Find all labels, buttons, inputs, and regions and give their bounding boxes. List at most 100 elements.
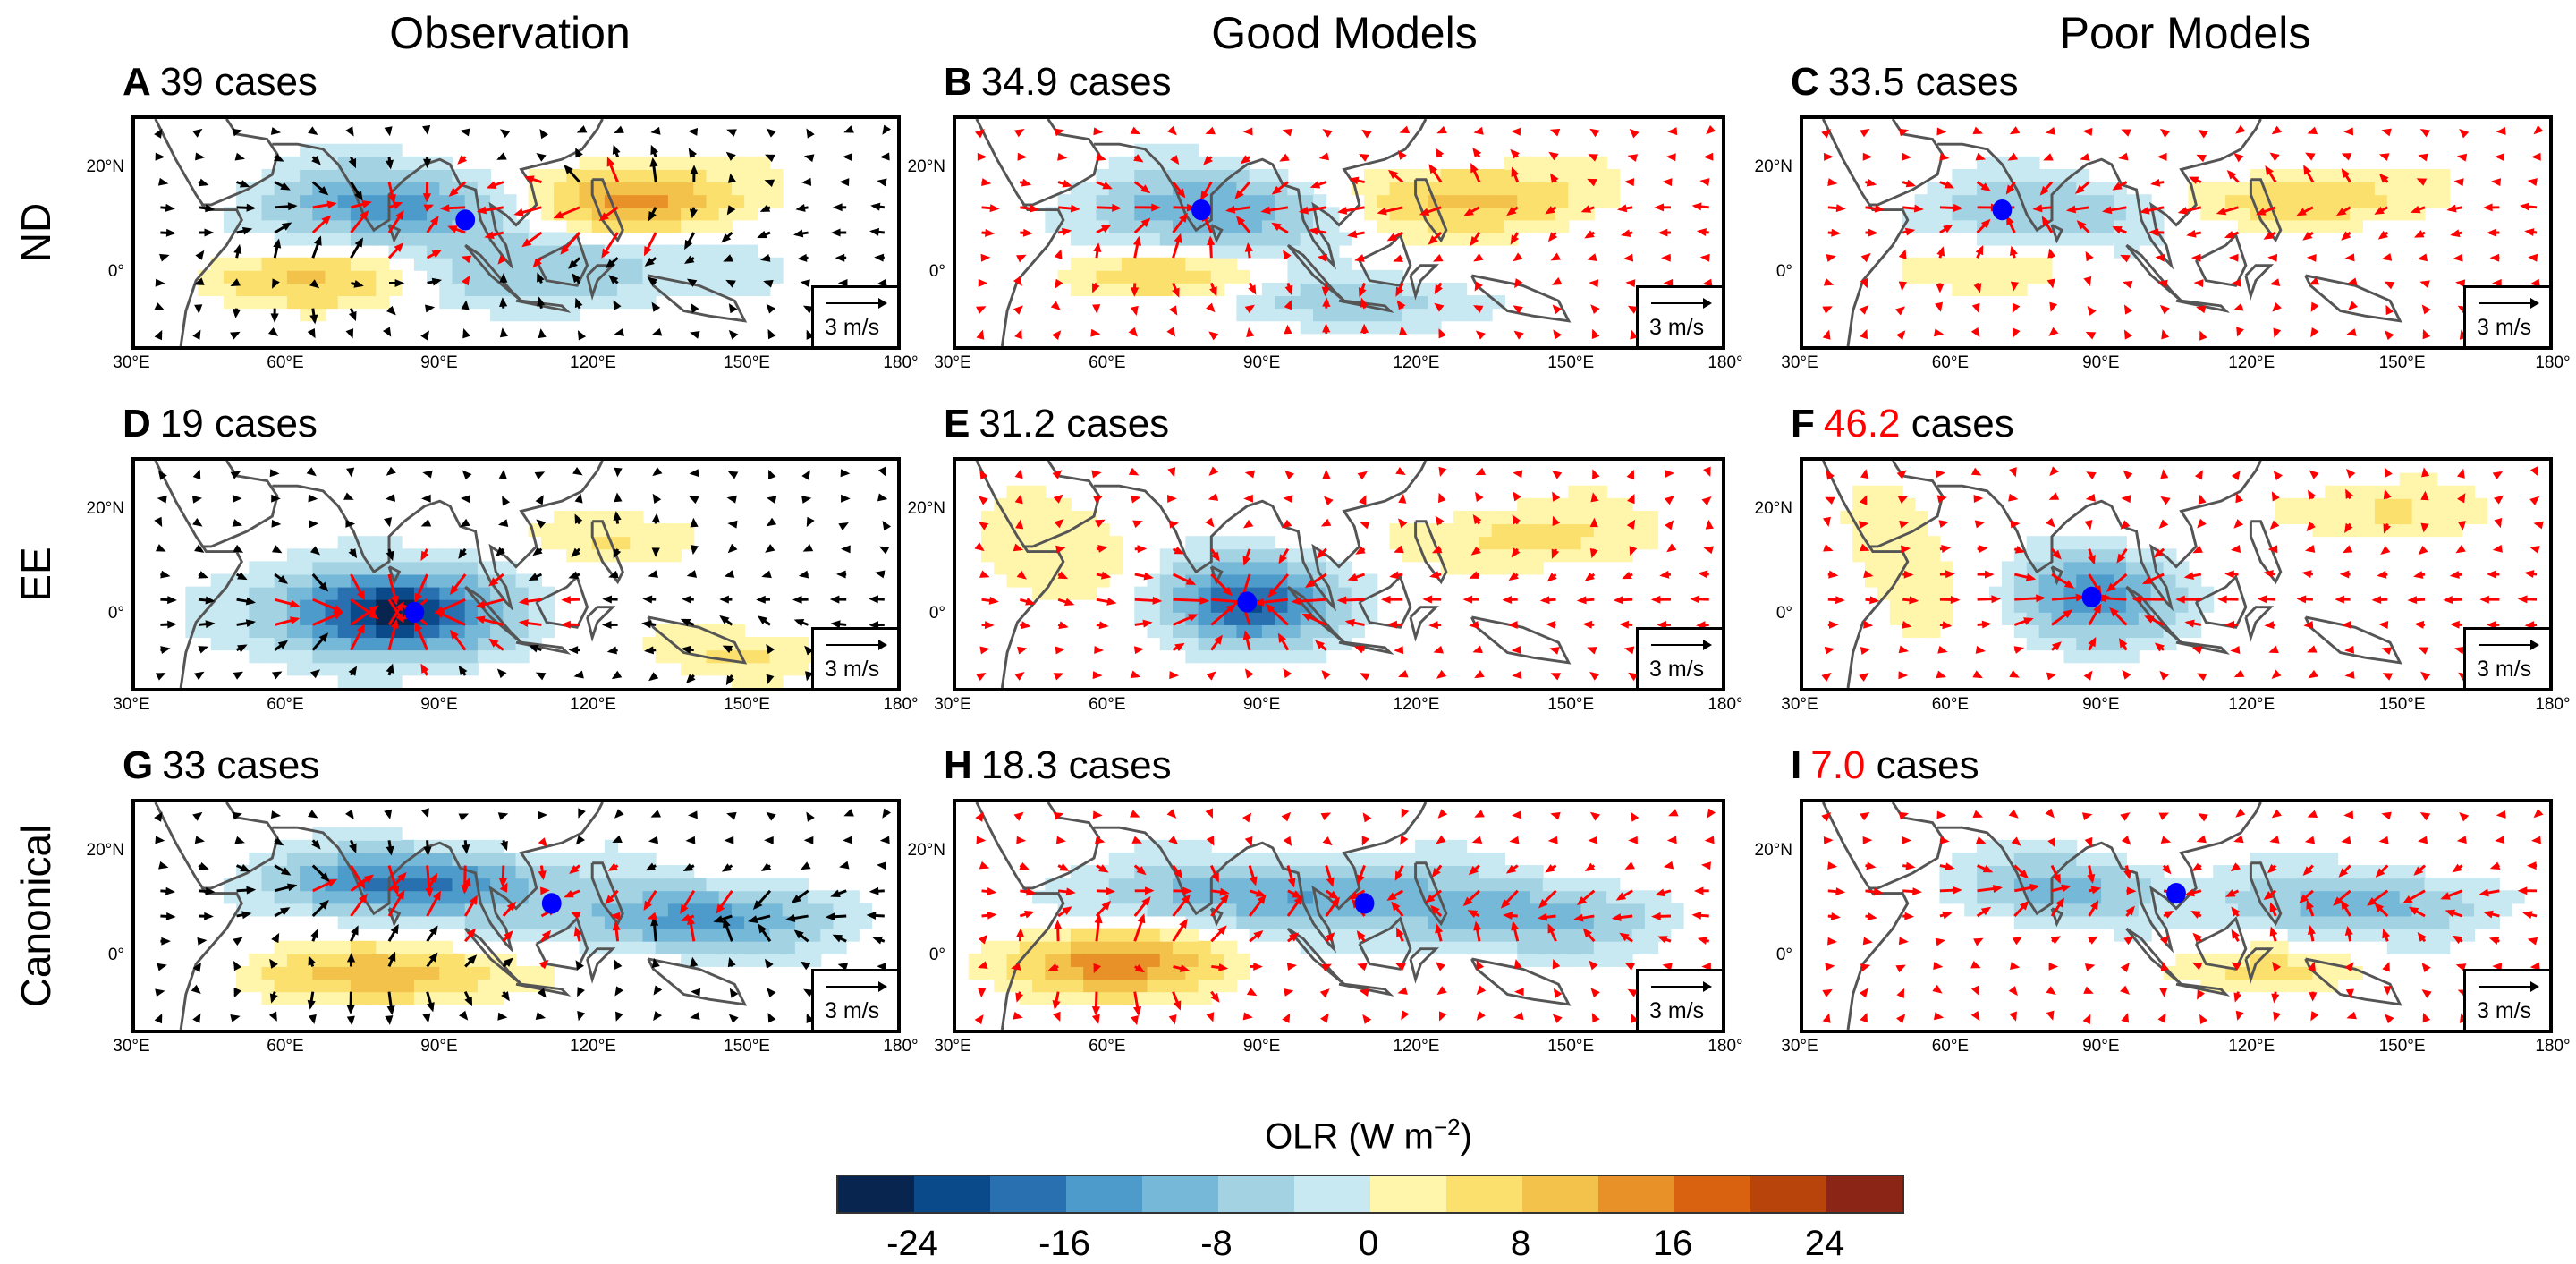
wind-vector [2083,670,2093,681]
lon-tick-label: 150°E [1547,353,1595,372]
wind-vector [791,889,809,903]
olr-cell [325,548,339,563]
olr-cell [2424,168,2438,183]
olr-cell [1555,182,1570,196]
olr-cell [300,890,314,904]
olr-cell [1006,573,1021,588]
olr-cell [363,649,377,664]
vector-scale-legend: 3 m/s [1636,285,1722,346]
olr-cell [337,915,352,929]
wind-vector [866,911,885,920]
wind-vector [2420,490,2429,501]
wind-vector [1827,204,1846,213]
olr-cell [2076,536,2090,550]
wind-vector [2456,153,2468,162]
wind-vector [1436,669,1447,679]
olr-cell [769,257,784,271]
olr-cell [1606,536,1621,550]
olr-cell [1261,536,1276,550]
olr-cell [401,207,415,221]
wind-vector [1624,861,1635,870]
olr-cell [1491,219,1505,233]
wind-vector [1584,572,1596,581]
olr-cell [693,953,708,967]
wind-vector [2013,864,2029,879]
olr-cell [630,207,644,221]
olr-cell [528,308,542,322]
olr-cell [1070,928,1085,942]
olr-cell [363,827,377,841]
wind-vector [1437,809,1448,819]
olr-cell [363,674,377,688]
olr-cell [300,624,314,639]
wind-vector [1248,282,1257,295]
olr-cell [401,637,415,651]
wind-vector [2008,986,2018,997]
olr-cell [363,915,377,929]
olr-cell [401,940,415,954]
olr-cell [528,624,542,639]
olr-cell [2287,915,2301,929]
olr-cell [2038,257,2053,271]
olr-cell [1070,219,1085,233]
wind-vector [426,991,435,1013]
wind-vector [269,991,278,1004]
olr-cell [2026,257,2040,271]
wind-vector [1826,254,1836,262]
wind-vector [765,154,775,163]
wind-vector [839,861,850,870]
wind-vector [2344,645,2355,654]
wind-vector [877,963,887,971]
wind-vector [233,671,244,680]
olr-cell [1440,940,1454,954]
olr-cell [1173,953,1187,967]
wind-vector [350,573,365,601]
olr-cell [554,282,568,297]
wind-vector [1053,673,1064,681]
olr-cell [198,586,212,600]
wind-vector [192,962,202,972]
wind-vector [1434,302,1445,312]
wind-vector [2492,471,2504,480]
olr-cell [274,561,288,575]
wind-vector [1545,206,1557,215]
olr-cell [274,953,288,967]
olr-cell [1453,536,1468,550]
olr-cell [1261,548,1276,563]
lon-tick-label: 30°E [1781,695,1818,714]
wind-vector [274,153,284,162]
olr-cell [1530,497,1544,512]
wind-vector [2081,812,2093,821]
olr-cell [1070,194,1085,208]
wind-vector [974,1014,984,1025]
wind-vector [2159,988,2168,997]
olr-cell [693,890,708,904]
olr-cell [1287,637,1301,651]
olr-cell [1134,257,1148,271]
wind-vector [2233,153,2244,163]
olr-cell [1927,269,1941,284]
olr-cell [579,852,593,867]
olr-cell [2089,624,2103,639]
wind-vector [1016,254,1027,263]
olr-cell [528,965,542,980]
olr-cell [1453,865,1468,879]
olr-cell [427,611,441,625]
olr-cell [1300,182,1314,196]
wind-vector [577,330,587,341]
wind-vector [1550,673,1562,681]
wind-vector [1434,282,1443,295]
wind-vector [1509,836,1520,844]
wind-vector [2411,205,2426,214]
wind-vector [1050,301,1061,310]
wind-vector [870,202,885,211]
olr-cell [693,182,708,196]
wind-vector [1468,864,1480,876]
wind-vector [1095,900,1112,917]
olr-cell [325,965,339,980]
olr-cell [1121,878,1136,892]
wind-vector [1013,276,1022,286]
wind-vector [270,308,279,323]
olr-cell [363,182,377,196]
wind-vector [724,570,735,578]
